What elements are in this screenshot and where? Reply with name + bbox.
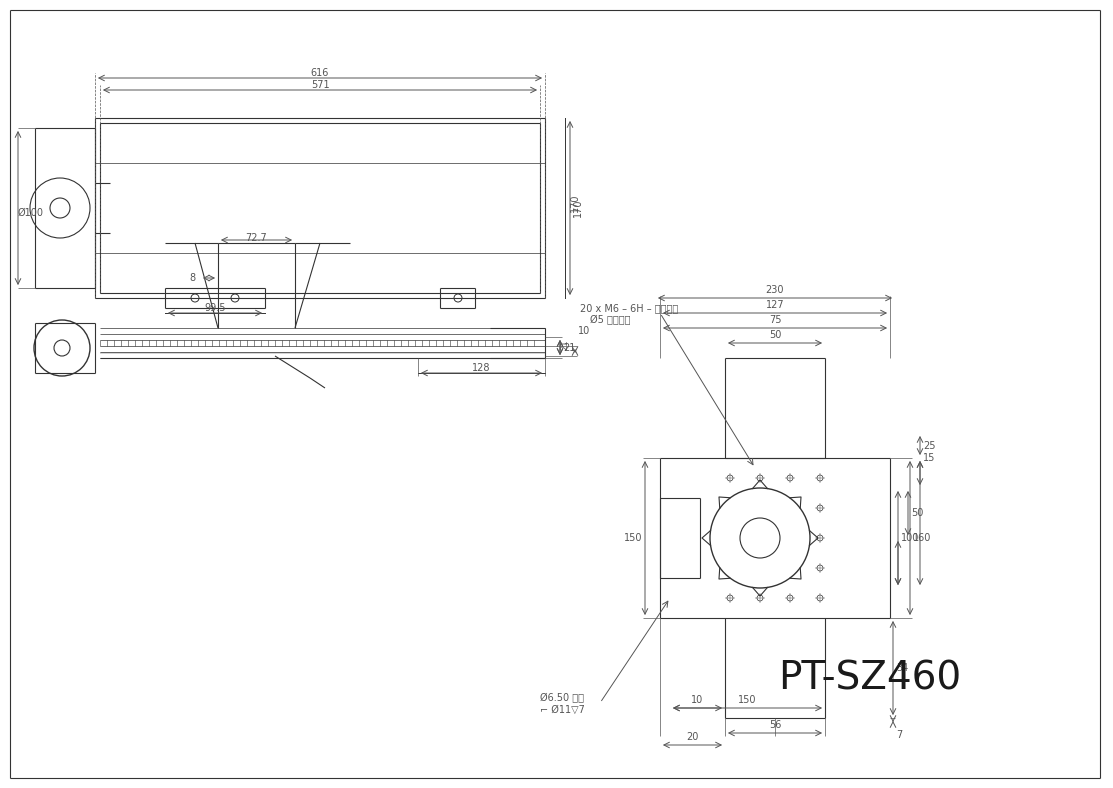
Text: PT-SZ460: PT-SZ460 bbox=[778, 659, 962, 697]
Text: 34: 34 bbox=[896, 663, 908, 673]
Text: 20: 20 bbox=[687, 732, 699, 742]
Text: Ø5 完全貫穿: Ø5 完全貫穿 bbox=[590, 315, 630, 325]
Text: 571: 571 bbox=[311, 80, 329, 90]
Text: 150: 150 bbox=[623, 533, 642, 543]
Text: 127: 127 bbox=[766, 300, 785, 310]
Text: 160: 160 bbox=[913, 533, 932, 543]
Text: 7: 7 bbox=[896, 730, 903, 741]
Text: 8: 8 bbox=[189, 273, 195, 283]
Text: 21: 21 bbox=[560, 340, 569, 350]
Text: 616: 616 bbox=[311, 68, 329, 78]
Text: Ø6.50 貫穿: Ø6.50 貫穿 bbox=[540, 693, 584, 703]
Text: ⌐ Ø11▽7: ⌐ Ø11▽7 bbox=[540, 705, 584, 715]
Text: 72.7: 72.7 bbox=[245, 233, 267, 243]
Text: 10: 10 bbox=[691, 695, 703, 705]
Text: 170: 170 bbox=[570, 194, 580, 212]
Text: 100: 100 bbox=[902, 533, 919, 543]
Text: 10: 10 bbox=[578, 326, 590, 336]
Text: 150: 150 bbox=[738, 695, 757, 705]
Text: 20 x M6 – 6H – 完全貫穿: 20 x M6 – 6H – 完全貫穿 bbox=[580, 303, 678, 313]
Text: 230: 230 bbox=[766, 285, 785, 295]
Text: 128: 128 bbox=[472, 363, 491, 373]
Text: 21: 21 bbox=[563, 343, 575, 353]
Text: 50: 50 bbox=[769, 330, 781, 340]
Text: Ø100: Ø100 bbox=[18, 208, 45, 218]
Text: 50: 50 bbox=[912, 508, 924, 518]
Text: 15: 15 bbox=[923, 453, 935, 463]
Text: 75: 75 bbox=[769, 315, 781, 325]
Text: 170: 170 bbox=[573, 199, 583, 217]
Text: 99.5: 99.5 bbox=[205, 303, 226, 313]
Text: 25: 25 bbox=[923, 441, 936, 451]
Text: 56: 56 bbox=[769, 720, 781, 730]
